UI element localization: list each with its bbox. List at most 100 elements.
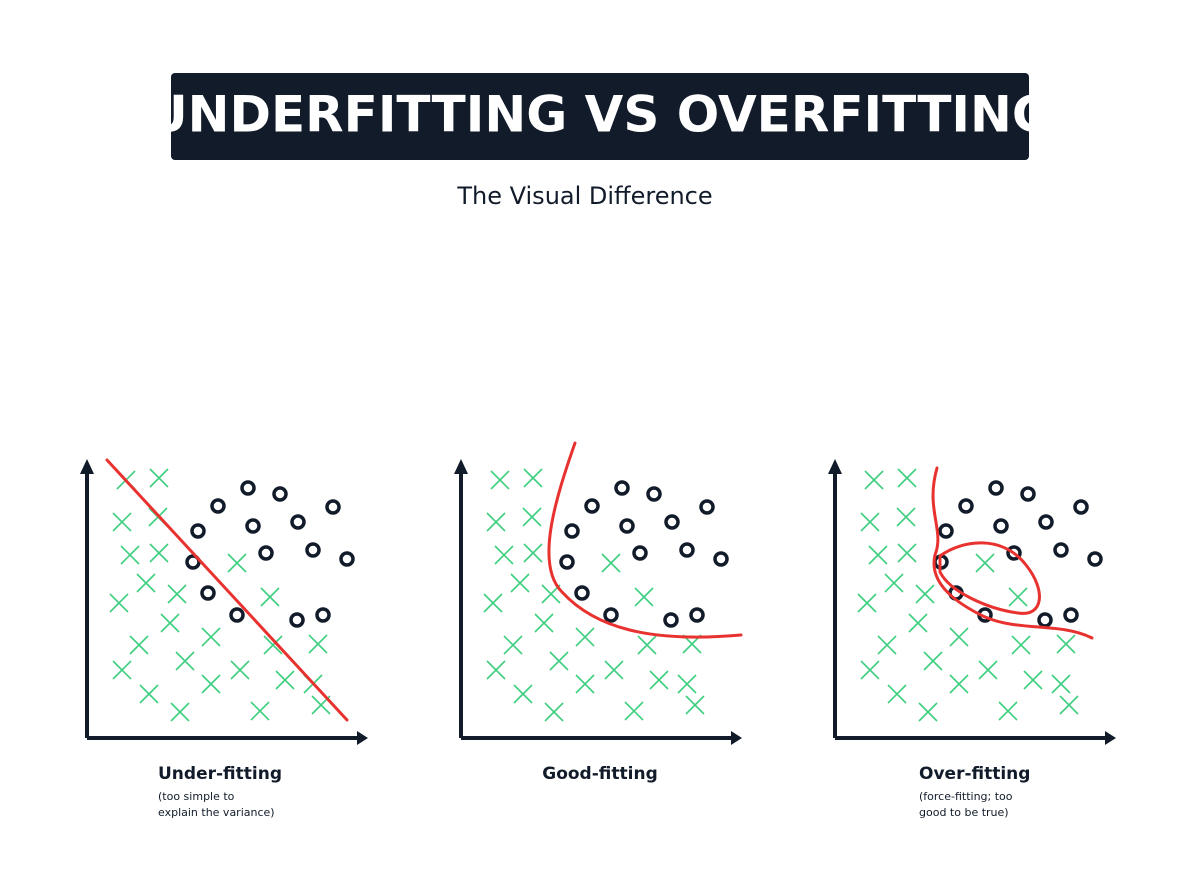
- panel-label: Under-fitting: [158, 764, 282, 784]
- cross: [637, 635, 657, 655]
- circle-point: [938, 523, 954, 539]
- circle-point: [584, 498, 600, 514]
- cross: [510, 573, 530, 593]
- cross: [857, 593, 877, 613]
- cross: [624, 701, 644, 721]
- cross: [149, 543, 169, 563]
- cross: [649, 670, 669, 690]
- cross: [275, 670, 295, 690]
- axes: [85, 468, 359, 740]
- circle-point: [1038, 514, 1054, 530]
- circle-point: [699, 499, 715, 515]
- cross: [1059, 695, 1079, 715]
- circle-point: [185, 554, 201, 570]
- circle-point: [1063, 607, 1079, 623]
- cross: [575, 674, 595, 694]
- cross: [170, 702, 190, 722]
- cross: [1051, 674, 1071, 694]
- circle-point: [614, 480, 630, 496]
- cross: [513, 684, 533, 704]
- cross: [978, 660, 998, 680]
- cross: [975, 553, 995, 573]
- circle-point: [190, 523, 206, 539]
- cross: [897, 468, 917, 488]
- circle-point: [664, 514, 680, 530]
- cross: [949, 627, 969, 647]
- circle-point: [993, 518, 1009, 534]
- circle-point: [646, 486, 662, 502]
- cross: [897, 543, 917, 563]
- cross: [120, 545, 140, 565]
- circle-point: [1020, 486, 1036, 502]
- circle-point: [619, 518, 635, 534]
- cross: [523, 468, 543, 488]
- cross: [534, 613, 554, 633]
- cross: [998, 701, 1018, 721]
- cross: [915, 584, 935, 604]
- cross: [677, 674, 697, 694]
- circle-point: [240, 480, 256, 496]
- cross: [175, 651, 195, 671]
- title: UNDERFITTING VS OVERFITTING: [147, 86, 1053, 144]
- circle-point: [958, 498, 974, 514]
- cross: [864, 470, 884, 490]
- cross: [129, 635, 149, 655]
- cross: [139, 684, 159, 704]
- circle-point: [1006, 545, 1022, 561]
- circle-point: [325, 499, 341, 515]
- cross: [160, 613, 180, 633]
- cross: [112, 660, 132, 680]
- cross: [949, 674, 969, 694]
- circle-point: [258, 545, 274, 561]
- cross: [575, 627, 595, 647]
- axes: [833, 468, 1107, 740]
- circle-point: [339, 551, 355, 567]
- cross: [634, 587, 654, 607]
- cross: [201, 627, 221, 647]
- cross: [544, 702, 564, 722]
- cross: [877, 635, 897, 655]
- cross: [109, 593, 129, 613]
- cross: [860, 512, 880, 532]
- circle-point: [289, 612, 305, 628]
- circle-point: [290, 514, 306, 530]
- cross: [167, 584, 187, 604]
- cross: [149, 468, 169, 488]
- circle-point: [632, 545, 648, 561]
- panel-label: Good-fitting: [542, 764, 658, 784]
- cross: [483, 593, 503, 613]
- circle-point: [1053, 542, 1069, 558]
- cross: [136, 573, 156, 593]
- circle-point: [689, 607, 705, 623]
- cross: [1056, 634, 1076, 654]
- panel-label: Over-fitting: [919, 764, 1030, 784]
- circle-point: [272, 486, 288, 502]
- cross: [604, 660, 624, 680]
- cross: [260, 587, 280, 607]
- cross: [227, 553, 247, 573]
- cross: [908, 613, 928, 633]
- cross: [308, 634, 328, 654]
- panel-note: good to be true): [919, 806, 1009, 819]
- cross: [263, 635, 283, 655]
- cross: [201, 674, 221, 694]
- circle-point: [713, 551, 729, 567]
- subtitle: The Visual Difference: [456, 182, 712, 210]
- circle-point: [305, 542, 321, 558]
- circle-point: [988, 480, 1004, 496]
- cross: [601, 553, 621, 573]
- circle-point: [229, 607, 245, 623]
- cross: [230, 660, 250, 680]
- cross: [1011, 635, 1031, 655]
- cross: [1008, 587, 1028, 607]
- fit-curve: [547, 441, 743, 639]
- cross: [923, 651, 943, 671]
- fit-curve: [938, 541, 1041, 615]
- circle-point: [315, 607, 331, 623]
- circle-point: [1087, 551, 1103, 567]
- panel-note: explain the variance): [158, 806, 275, 819]
- cross: [549, 651, 569, 671]
- cross: [918, 702, 938, 722]
- cross: [887, 684, 907, 704]
